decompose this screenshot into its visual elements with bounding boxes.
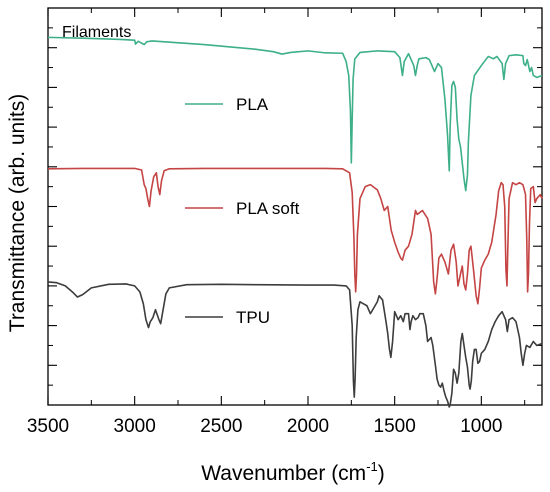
legend: PLA PLA soft TPU <box>185 95 300 327</box>
x-tick-label: 3000 <box>114 416 156 437</box>
x-tick-label: 1000 <box>460 416 502 437</box>
x-tick-label: 3500 <box>27 416 69 437</box>
series-line-pla-soft <box>47 167 543 305</box>
series-line-tpu <box>47 281 543 408</box>
x-axis-ticks: 3500 3000 2500 2000 1500 1000 <box>27 8 526 437</box>
x-tick-label: 2000 <box>287 416 329 437</box>
series-line-pla <box>47 36 543 192</box>
y-axis-ticks <box>48 27 542 386</box>
legend-label: TPU <box>236 308 270 327</box>
x-tick-label: 2500 <box>200 416 242 437</box>
x-axis-title-superscript: -1 <box>366 459 378 474</box>
x-axis-title-end: ) <box>378 462 385 485</box>
x-axis-title: Wavenumber (cm-1) <box>201 459 385 485</box>
panel-annotation: Filaments <box>62 24 131 41</box>
x-axis-title-main: Wavenumber (cm <box>201 462 366 485</box>
series-layer <box>47 36 543 408</box>
legend-label: PLA <box>236 95 269 114</box>
y-axis-title: Transmittance (arb. units) <box>6 94 29 332</box>
legend-label: PLA soft <box>236 199 300 218</box>
x-tick-label: 1500 <box>374 416 416 437</box>
